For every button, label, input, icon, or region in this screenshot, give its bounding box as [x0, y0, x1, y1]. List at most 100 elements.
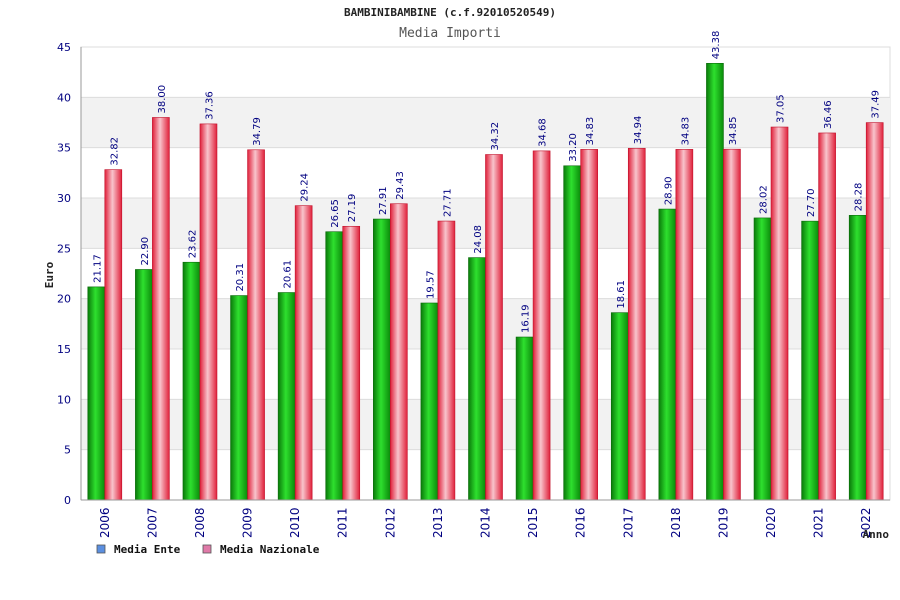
- bar-media-ente-2015: [515, 336, 534, 501]
- legend: Media Ente Media Nazionale: [96, 543, 320, 556]
- data-label: 24.08: [473, 225, 484, 254]
- data-label: 26.65: [330, 199, 341, 228]
- x-tick-label: 2019: [716, 507, 730, 538]
- x-tick-label: 2013: [431, 507, 445, 538]
- data-label: 37.05: [776, 94, 787, 123]
- x-tick-label: 2022: [859, 507, 873, 538]
- data-label: 27.91: [378, 186, 389, 215]
- y-tick-label: 25: [57, 242, 71, 255]
- bar-media-ente-2022: [848, 215, 867, 501]
- data-label: 34.94: [633, 116, 644, 145]
- bar-media-nazionale-2021: [818, 132, 836, 501]
- y-tick-label: 20: [57, 293, 71, 306]
- data-label: 43.38: [711, 31, 722, 60]
- data-label: 28.90: [663, 176, 674, 205]
- bar-media-nazionale-2019: [723, 148, 741, 501]
- bar-media-nazionale-2015: [532, 150, 551, 501]
- legend-label-media-nazionale: Media Nazionale: [220, 543, 320, 556]
- bar-media-ente-2012: [373, 218, 391, 501]
- data-label: 19.57: [425, 270, 436, 299]
- data-label: 21.17: [92, 254, 103, 283]
- data-label: 34.83: [680, 117, 691, 146]
- x-tick-label: 2021: [812, 507, 826, 538]
- data-label: 27.70: [806, 189, 817, 218]
- x-tick-label: 2015: [526, 507, 540, 538]
- chart-title: BAMBINIBAMBINE (c.f.92010520549): [344, 6, 556, 19]
- x-axis-label: Anno: [863, 528, 890, 541]
- data-label: 28.02: [759, 185, 770, 214]
- bars: [87, 63, 884, 501]
- y-axis-label: Euro: [43, 261, 56, 288]
- data-label: 34.32: [490, 122, 501, 151]
- y-tick-label: 35: [57, 142, 71, 155]
- x-tick-label: 2008: [193, 507, 207, 538]
- data-label: 32.82: [109, 137, 120, 166]
- bar-media-nazionale-2012: [390, 203, 408, 501]
- y-tick-label: 10: [57, 393, 71, 406]
- bar-media-ente-2014: [468, 257, 486, 501]
- x-tick-label: 2020: [764, 507, 778, 538]
- x-tick-label: 2009: [241, 507, 255, 538]
- y-tick-label: 30: [57, 192, 71, 205]
- bar-media-nazionale-2008: [199, 123, 218, 501]
- data-label: 37.36: [204, 91, 215, 120]
- data-labels: 21.17 32.82 22.90 38.00 23.62 37.36 20.31 34.79…: [92, 31, 881, 333]
- y-tick-label: 5: [64, 444, 71, 457]
- bar-media-ente-2018: [658, 208, 677, 501]
- bar-media-nazionale-2007: [152, 117, 170, 501]
- bar-media-ente-2019: [706, 63, 724, 501]
- data-label: 38.00: [157, 85, 168, 114]
- x-tick-label: 2006: [98, 507, 112, 538]
- x-tick-label: 2011: [336, 507, 350, 538]
- data-label: 29.24: [300, 173, 311, 202]
- x-tick-label: 2018: [669, 507, 683, 538]
- bar-media-ente-2007: [135, 269, 153, 501]
- y-tick-label: 0: [64, 494, 71, 507]
- data-label: 16.19: [521, 304, 532, 333]
- chart-subtitle: Media Importi: [399, 26, 501, 41]
- bar-media-nazionale-2011: [342, 225, 361, 501]
- data-label: 23.62: [187, 230, 198, 259]
- data-label: 34.68: [538, 118, 549, 147]
- y-tick-label: 45: [57, 41, 71, 54]
- bar-media-nazionale-2017: [627, 147, 646, 501]
- data-label: 37.49: [871, 90, 882, 119]
- data-label: 34.79: [252, 117, 263, 146]
- legend-swatch-media-ente: [96, 544, 106, 554]
- bar-media-nazionale-2014: [485, 154, 503, 501]
- bar-media-nazionale-2010: [294, 205, 313, 501]
- bar-media-nazionale-2006: [104, 169, 123, 501]
- bar-media-nazionale-2020: [770, 126, 789, 501]
- x-tick-label: 2014: [479, 507, 493, 538]
- data-label: 33.20: [568, 133, 579, 162]
- y-axis-ticks: 0 5 10 15 20 25 30 35 40 45: [57, 41, 71, 507]
- bar-media-ente-2011: [325, 231, 344, 501]
- x-tick-label: 2007: [145, 507, 159, 538]
- data-label: 28.28: [854, 183, 865, 212]
- data-label: 27.71: [442, 188, 453, 217]
- bar-media-ente-2008: [182, 261, 201, 501]
- bar-media-ente-2021: [801, 220, 819, 501]
- bar-media-ente-2013: [420, 302, 439, 501]
- bar-media-nazionale-2016: [580, 149, 598, 501]
- x-tick-label: 2016: [574, 507, 588, 538]
- data-label: 22.90: [140, 237, 151, 266]
- data-label: 20.61: [283, 260, 294, 289]
- y-tick-label: 40: [57, 91, 71, 104]
- legend-label-media-ente: Media Ente: [114, 543, 181, 556]
- bar-media-nazionale-2009: [247, 149, 265, 501]
- bar-media-nazionale-2013: [437, 220, 456, 501]
- y-tick-label: 15: [57, 343, 71, 356]
- x-axis-ticks: 2006 2007 2008 2009 2010 2011 2012 2013 2014 2015…: [98, 507, 873, 538]
- data-label: 18.61: [616, 280, 627, 309]
- x-tick-label: 2017: [621, 507, 635, 538]
- bar-media-nazionale-2018: [675, 149, 694, 501]
- data-label: 36.46: [823, 100, 834, 129]
- data-label: 20.31: [235, 263, 246, 292]
- data-label: 34.83: [585, 117, 596, 146]
- x-tick-label: 2010: [288, 507, 302, 538]
- bar-media-nazionale-2022: [865, 122, 884, 501]
- x-tick-label: 2012: [383, 507, 397, 538]
- bar-media-ente-2010: [277, 292, 296, 501]
